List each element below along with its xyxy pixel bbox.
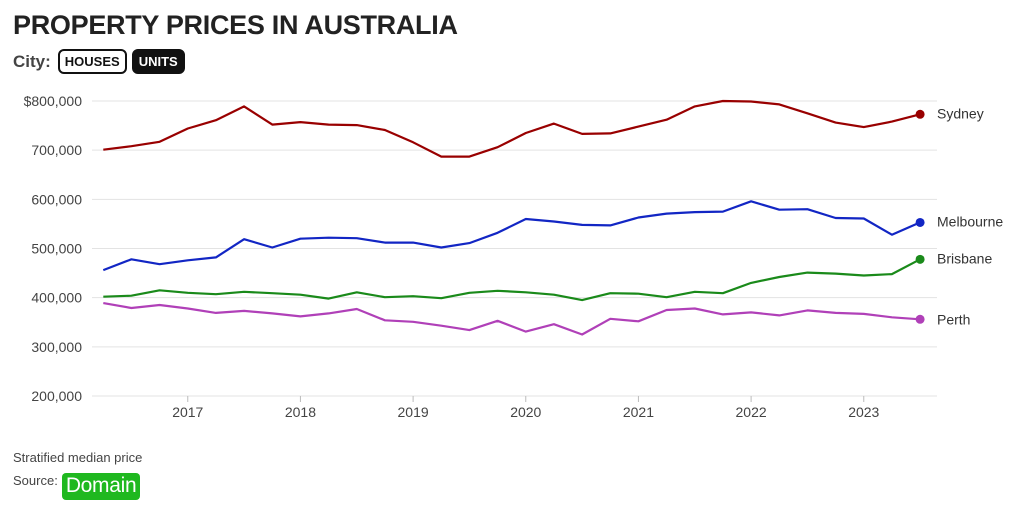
x-tick-label: 2017 (172, 404, 203, 420)
y-tick-label: 300,000 (31, 339, 82, 355)
y-tick-label: 200,000 (31, 388, 82, 404)
y-tick-label: $800,000 (24, 93, 83, 109)
source-label: Source: (13, 473, 58, 488)
series-endpoint-perth (915, 314, 925, 324)
x-tick-label: 2023 (848, 404, 879, 420)
y-tick-label: 400,000 (31, 290, 82, 306)
x-tick-label: 2020 (510, 404, 541, 420)
units-toggle-button[interactable]: UNITS (131, 49, 185, 74)
series-endpoint-brisbane (915, 254, 925, 264)
series-line-melbourne (102, 200, 921, 272)
domain-logo[interactable]: Domain (61, 473, 141, 500)
page-title: PROPERTY PRICES IN AUSTRALIA (13, 10, 458, 40)
houses-toggle-button[interactable]: HOUSES (57, 49, 127, 74)
series-line-brisbane (103, 258, 921, 302)
y-tick-label: 700,000 (31, 142, 82, 158)
x-tick-label: 2021 (623, 404, 654, 420)
series-endpoint-melbourne (915, 217, 925, 227)
series-line-perth (103, 302, 921, 336)
chart-note: Stratified median price (13, 450, 143, 465)
x-tick-label: 2018 (285, 404, 316, 420)
series-label-perth: Perth (937, 311, 970, 327)
series-endpoint-sydney (915, 109, 925, 119)
x-tick-label: 2022 (736, 404, 767, 420)
city-toggle-group: City: HOUSES UNITS (13, 49, 185, 74)
x-tick-label: 2019 (398, 404, 429, 420)
city-label: City: (13, 51, 51, 71)
y-tick-label: 500,000 (31, 241, 82, 257)
source-line: Source: Domain (13, 473, 141, 500)
series-label-melbourne: Melbourne (937, 213, 1003, 229)
y-tick-label: 600,000 (31, 191, 82, 207)
series-label-sydney: Sydney (937, 105, 984, 121)
line-chart: 200,000 300,000 400,000 500,000 600,000 700,0… (24, 93, 1004, 420)
series-label-brisbane: Brisbane (937, 250, 992, 266)
series-line-sydney (103, 99, 921, 158)
